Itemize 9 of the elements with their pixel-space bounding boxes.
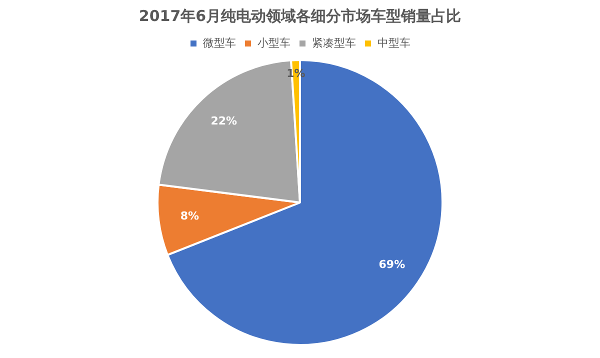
data-label: 8% (180, 209, 200, 222)
data-label: 1% (286, 66, 306, 80)
data-label: 69% (378, 258, 406, 271)
legend-label: 中型车 (378, 36, 410, 50)
legend-label: 紧凑型车 (312, 36, 356, 50)
legend-label: 小型车 (258, 36, 290, 50)
legend-label: 微型车 (203, 36, 236, 50)
chart-title: 2017年6月纯电动领域各细分市场车型销量占比 (138, 6, 462, 25)
data-label: 22% (210, 114, 238, 128)
